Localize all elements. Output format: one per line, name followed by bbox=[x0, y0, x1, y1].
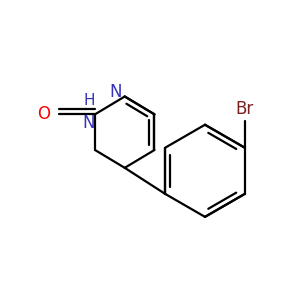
Text: Br: Br bbox=[236, 100, 254, 118]
Text: N: N bbox=[109, 83, 122, 101]
Text: O: O bbox=[38, 105, 50, 123]
Text: N: N bbox=[83, 114, 95, 132]
Text: H: H bbox=[83, 93, 95, 108]
